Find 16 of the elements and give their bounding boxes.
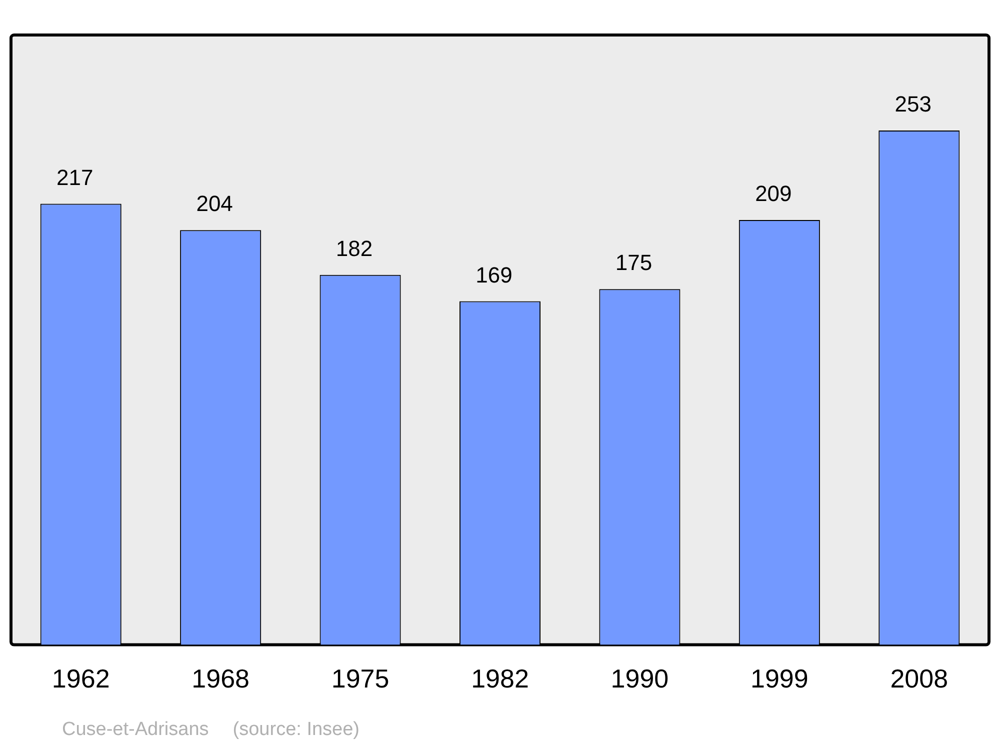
data-label: 182 xyxy=(336,236,373,261)
data-label: 169 xyxy=(476,262,512,288)
data-label: 253 xyxy=(894,92,932,117)
x-tick-label: 2008 xyxy=(890,664,948,694)
x-tick-label: 1999 xyxy=(750,664,808,694)
data-label: 217 xyxy=(56,164,94,190)
x-tick-label: 1982 xyxy=(471,664,529,694)
data-label: 175 xyxy=(615,250,652,276)
text: Cuse-et-Adrisans xyxy=(62,719,209,740)
x-tick-label: 1962 xyxy=(52,664,110,694)
x-tick-label: 1975 xyxy=(331,664,390,694)
data-label: 209 xyxy=(755,181,792,206)
text: (source: Insee) xyxy=(232,719,360,740)
x-tick-label: 1968 xyxy=(192,664,250,694)
data-label: 204 xyxy=(196,191,233,216)
x-tick-label: 1990 xyxy=(610,664,669,694)
